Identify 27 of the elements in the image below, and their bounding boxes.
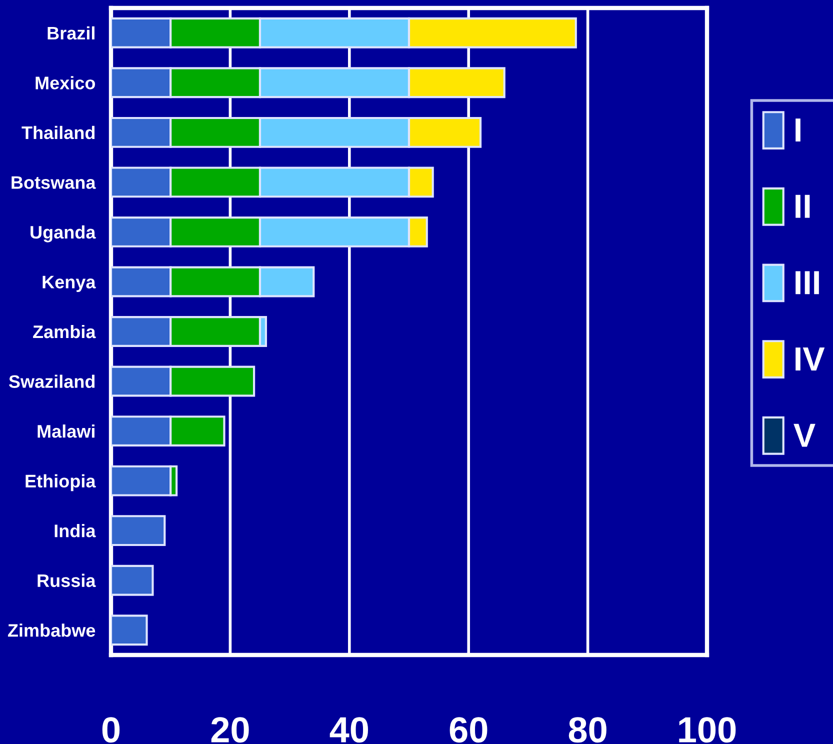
legend-label: V [794, 424, 816, 447]
x-tick-label: 20 [211, 717, 249, 743]
y-tick-label: Zimbabwe [8, 624, 96, 637]
legend-label: II [796, 194, 810, 218]
y-tick-label: India [54, 524, 96, 538]
y-tick-label: Thailand [22, 126, 95, 140]
bar [111, 614, 148, 646]
bar [111, 515, 166, 546]
y-tick-label: Uganda [30, 225, 96, 242]
x-tick-label: 0 [102, 717, 120, 743]
y-tick-label: Swaziland [8, 374, 95, 388]
legend-label: III [796, 271, 819, 294]
y-tick-label: Malawi [38, 424, 94, 438]
x-tick-label: 100 [679, 717, 736, 743]
x-tick-label: 40 [330, 717, 368, 743]
y-tick-label: Ethiopia [26, 474, 96, 492]
y-tick-label: Botswana [12, 176, 96, 189]
y-tick-label: Kenya [42, 276, 96, 292]
bar [111, 564, 154, 596]
y-tick-label: Brazil [48, 26, 94, 40]
y-tick-label: Mexico [36, 76, 96, 90]
x-tick-label: 60 [450, 717, 488, 743]
y-tick-label: Zambia [33, 324, 96, 338]
y-tick-label: Russia [38, 574, 96, 588]
legend-label: IV [796, 348, 825, 370]
legend-label: I [796, 118, 800, 142]
x-tick-label: 80 [568, 717, 606, 743]
